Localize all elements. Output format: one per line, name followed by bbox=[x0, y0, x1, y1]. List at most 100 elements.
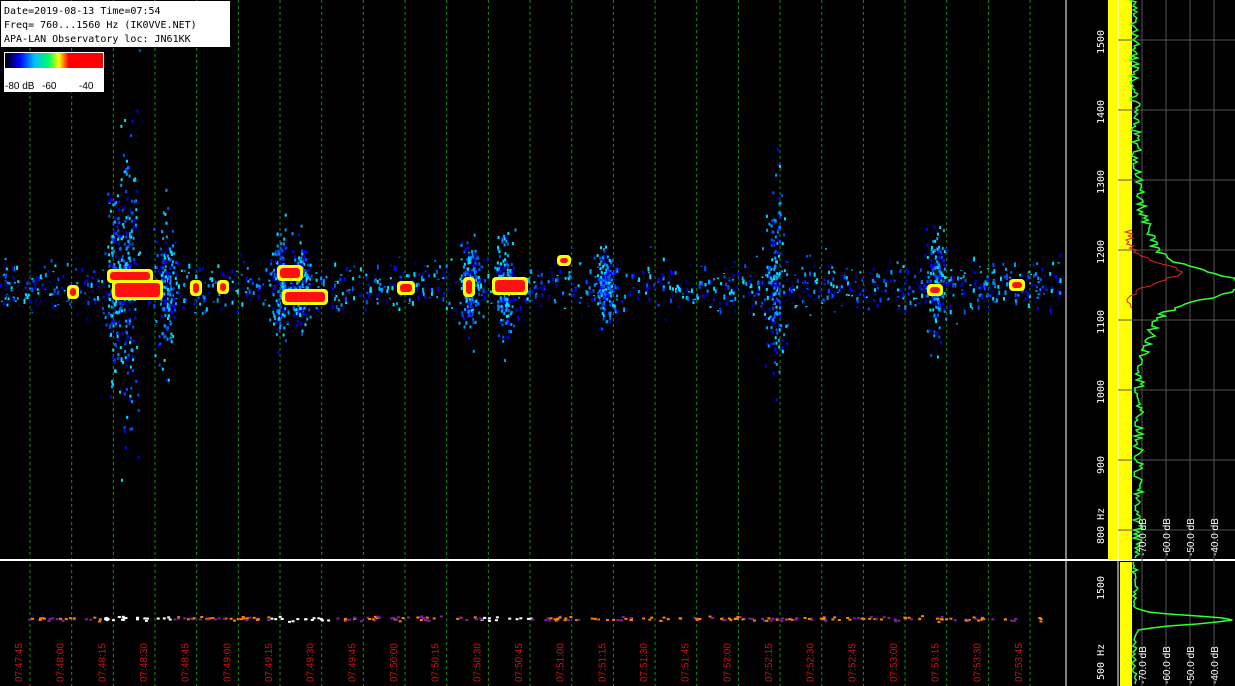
signal-speck bbox=[949, 305, 952, 309]
signal-speck bbox=[417, 283, 420, 286]
bottom-trace bbox=[750, 617, 754, 620]
time-label: 07:48:15 bbox=[97, 643, 108, 682]
time-label: 07:49:00 bbox=[222, 643, 233, 682]
bottom-trace bbox=[873, 618, 877, 621]
signal-speck bbox=[301, 280, 304, 285]
signal-speck bbox=[171, 303, 174, 307]
signal-speck bbox=[863, 295, 866, 299]
signal-speck bbox=[614, 287, 617, 289]
signal-speck bbox=[971, 259, 974, 264]
signal-speck bbox=[507, 254, 510, 258]
signal-speck bbox=[1057, 294, 1060, 300]
bottom-trace bbox=[39, 617, 43, 620]
signal-speck bbox=[977, 298, 980, 303]
signal-speck bbox=[777, 338, 780, 342]
signal-speck bbox=[111, 238, 114, 242]
bottom-trace bbox=[420, 615, 424, 618]
signal-speck bbox=[774, 320, 777, 324]
signal-speck bbox=[38, 267, 41, 269]
bottom-trace bbox=[803, 616, 807, 619]
signal-speck bbox=[602, 283, 605, 287]
signal-speck bbox=[131, 368, 134, 372]
signal-speck bbox=[506, 268, 509, 272]
signal-speck bbox=[506, 271, 509, 275]
signal-speck bbox=[47, 269, 50, 274]
signal-speck bbox=[136, 189, 139, 193]
signal-speck bbox=[877, 289, 880, 292]
bottom-trace bbox=[168, 618, 172, 621]
signal-speck bbox=[499, 305, 502, 309]
signal-speck bbox=[771, 331, 774, 335]
signal-speck bbox=[668, 277, 671, 281]
signal-speck bbox=[97, 285, 100, 289]
signal-speck bbox=[609, 313, 612, 317]
signal-speck bbox=[874, 281, 877, 283]
signal-speck bbox=[132, 247, 135, 251]
signal-speck bbox=[609, 271, 612, 275]
signal-speck bbox=[451, 307, 454, 309]
level-label: -70.0 dB bbox=[1138, 646, 1149, 684]
signal-speck bbox=[483, 279, 486, 283]
signal-speck bbox=[933, 334, 936, 338]
signal-speck bbox=[501, 323, 504, 327]
signal-speck bbox=[129, 263, 132, 269]
bottom-trace bbox=[648, 618, 652, 621]
signal-speck bbox=[762, 247, 765, 251]
signal-speck bbox=[309, 263, 312, 267]
signal-speck bbox=[29, 299, 32, 304]
signal-speck bbox=[113, 202, 116, 206]
signal-speck bbox=[53, 289, 56, 293]
signal-speck bbox=[542, 292, 545, 295]
signal-speck bbox=[130, 235, 133, 239]
signal-speck bbox=[978, 266, 981, 268]
time-label: 07:50:00 bbox=[389, 643, 400, 682]
signal-speck bbox=[902, 297, 905, 300]
signal-speck bbox=[1009, 276, 1012, 279]
signal-speck bbox=[932, 267, 935, 271]
signal-speck bbox=[116, 334, 119, 338]
signal-speck bbox=[115, 232, 118, 236]
signal-speck bbox=[122, 259, 125, 263]
signal-speck bbox=[599, 306, 602, 310]
signal-speck bbox=[165, 221, 168, 225]
signal-speck bbox=[766, 228, 769, 232]
signal-speck bbox=[472, 300, 475, 304]
signal-speck bbox=[107, 304, 110, 308]
signal-speck bbox=[902, 285, 905, 288]
level-label: -40.0 dB bbox=[1210, 646, 1221, 684]
signal-speck bbox=[478, 261, 481, 266]
signal-speck bbox=[970, 268, 973, 273]
signal-speck bbox=[616, 309, 619, 313]
bottom-trace bbox=[1038, 616, 1042, 619]
signal-speck bbox=[208, 291, 211, 294]
bottom-trace bbox=[1039, 618, 1043, 621]
signal-speck bbox=[602, 264, 605, 268]
signal-speck bbox=[935, 297, 938, 301]
signal-speck bbox=[61, 286, 64, 291]
signal-speck bbox=[774, 291, 777, 295]
signal-speck bbox=[770, 268, 773, 271]
signal-speck bbox=[276, 232, 279, 236]
signal-speck bbox=[703, 269, 706, 272]
signal-speck bbox=[434, 259, 437, 262]
signal-speck bbox=[505, 260, 508, 264]
signal-speck bbox=[124, 169, 127, 173]
bottom-trace bbox=[567, 619, 571, 622]
signal-speck bbox=[104, 316, 107, 320]
signal-speck bbox=[502, 267, 505, 271]
signal-speck bbox=[306, 276, 309, 280]
signal-speck bbox=[236, 309, 239, 314]
signal-speck bbox=[1004, 267, 1007, 271]
signal-speck bbox=[127, 215, 130, 219]
signal-speck bbox=[193, 312, 196, 314]
signal-speck bbox=[778, 291, 781, 295]
signal-speck bbox=[324, 258, 327, 260]
signal-speck bbox=[126, 264, 129, 268]
signal-speck bbox=[943, 258, 946, 262]
signal-speck bbox=[295, 287, 298, 291]
signal-speck bbox=[156, 254, 159, 258]
signal-speck bbox=[971, 307, 974, 310]
signal-speck bbox=[116, 194, 119, 198]
signal-speck bbox=[915, 297, 918, 300]
